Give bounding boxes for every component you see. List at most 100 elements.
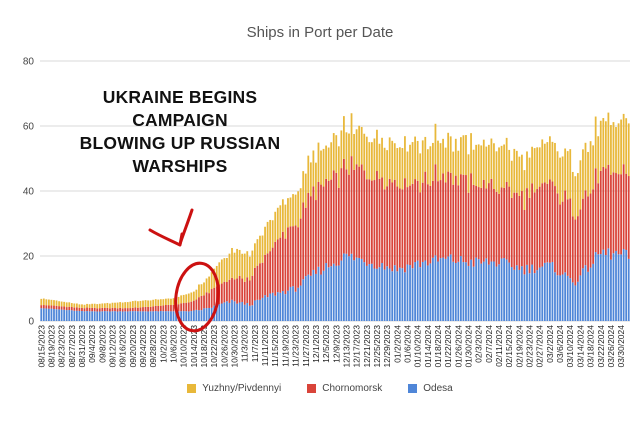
bar-segment (610, 125, 612, 175)
bar-segment (528, 157, 531, 198)
bar-segment (381, 177, 383, 264)
bar-segment (381, 137, 383, 178)
bar-segment (317, 266, 320, 321)
bar-segment (434, 164, 437, 256)
bar-segment (86, 311, 88, 321)
bar-segment (368, 179, 371, 265)
arrow-head (148, 228, 184, 247)
bar-segment (383, 189, 386, 270)
bar-segment (149, 300, 152, 307)
bar-segment (159, 311, 162, 321)
bar-segment (195, 289, 198, 300)
bar-segment (556, 151, 559, 194)
bar-segment (490, 178, 493, 262)
bar-segment (482, 139, 485, 180)
bar-segment (574, 219, 577, 286)
bar-segment (337, 146, 340, 188)
bar-segment (220, 283, 223, 304)
bar-segment (238, 275, 241, 303)
bar-segment (109, 303, 111, 309)
bar-segment (124, 308, 127, 312)
bar-segment (175, 311, 177, 321)
bar-segment (65, 310, 68, 321)
x-tick-label: 08/31/2023 (77, 325, 87, 368)
bar-segment (546, 262, 549, 321)
bar-segment (228, 279, 231, 303)
bar-segment (332, 133, 335, 171)
legend-label: Yuzhny/Pivdennyi (202, 383, 282, 394)
bar-segment (68, 306, 71, 311)
bar-segment (312, 150, 315, 187)
bar-segment (129, 311, 132, 321)
x-tick-label: 12/25/2023 (372, 325, 382, 368)
bar-segment (213, 287, 216, 306)
bar-segment (610, 174, 612, 260)
x-tick-label: 08/27/2023 (67, 325, 77, 368)
bar-segment (625, 249, 628, 321)
bar-segment (93, 303, 96, 308)
bar-segment (50, 308, 53, 321)
bar-segment (543, 262, 546, 321)
bar-segment (269, 293, 272, 321)
bar-segment (226, 258, 228, 283)
bar-segment (236, 248, 238, 279)
bar-segment (348, 256, 350, 321)
bar-segment (302, 171, 305, 203)
bar-segment (200, 284, 203, 296)
bar-segment (612, 253, 615, 321)
legend-label: Chornomorsk (322, 383, 383, 394)
bar-segment (114, 302, 116, 309)
bar-segment (187, 293, 190, 303)
campaign-annotation: UKRAINE BEGINS CAMPAIGN BLOWING UP RUSSI… (60, 86, 300, 178)
bar-segment (546, 183, 549, 263)
bar-segment (370, 180, 373, 264)
bar-segment (617, 123, 620, 175)
bar-segment (358, 125, 361, 167)
bar-segment (279, 237, 282, 293)
bar-segment (63, 301, 66, 307)
bar-segment (421, 140, 424, 183)
bar-segment (401, 268, 404, 321)
bar-segment (309, 162, 312, 197)
bar-segment (228, 253, 231, 280)
bar-segment (289, 197, 292, 227)
bar-segment (335, 135, 338, 173)
bar-segment (444, 147, 447, 183)
bar-segment (523, 274, 526, 321)
bar-segment (498, 147, 500, 194)
bar-segment (182, 311, 185, 321)
bar-segment (531, 264, 533, 321)
bar-segment (419, 267, 422, 321)
x-tick-label: 01/14/2024 (423, 325, 433, 368)
x-tick-label: 03/14/2024 (575, 325, 585, 368)
bar-segment (119, 307, 121, 312)
bar-segment (447, 171, 450, 257)
bar-segment (58, 309, 60, 321)
bar-segment (297, 227, 300, 288)
bar-segment (68, 310, 71, 321)
bar-segment (587, 196, 589, 272)
bar-segment (119, 302, 121, 308)
bar-segment (622, 249, 625, 321)
bar-segment (345, 132, 348, 170)
bar-segment (203, 308, 205, 321)
bar-segment (470, 133, 472, 174)
bar-segment (393, 265, 396, 321)
bar-segment (592, 189, 595, 264)
bar-segment (312, 186, 315, 270)
bar-segment (533, 273, 536, 321)
bar-segment (454, 138, 457, 176)
bar-segment (584, 190, 587, 266)
bar-segment (523, 170, 526, 210)
bar-segment (246, 302, 249, 321)
bar-segment (48, 299, 50, 306)
bar-segment (340, 130, 343, 169)
bar-segment (533, 192, 536, 274)
bar-segment (40, 305, 43, 309)
x-tick-label: 10/18/2023 (199, 325, 209, 368)
bar-segment (172, 298, 175, 305)
bar-segment (388, 137, 391, 179)
bar-segment (515, 150, 518, 193)
bar-segment (378, 267, 381, 321)
bar-segment (531, 183, 533, 265)
